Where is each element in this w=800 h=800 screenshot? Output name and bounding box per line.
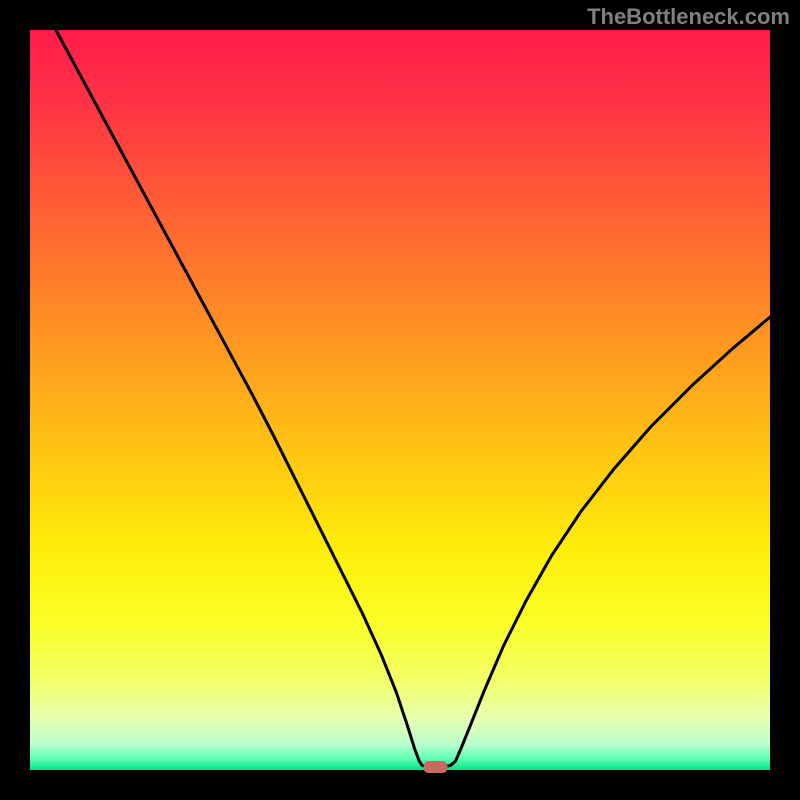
plot-background [30,30,770,770]
watermark-text: TheBottleneck.com [587,4,790,30]
optimal-marker [424,761,448,773]
bottleneck-chart [0,0,800,800]
